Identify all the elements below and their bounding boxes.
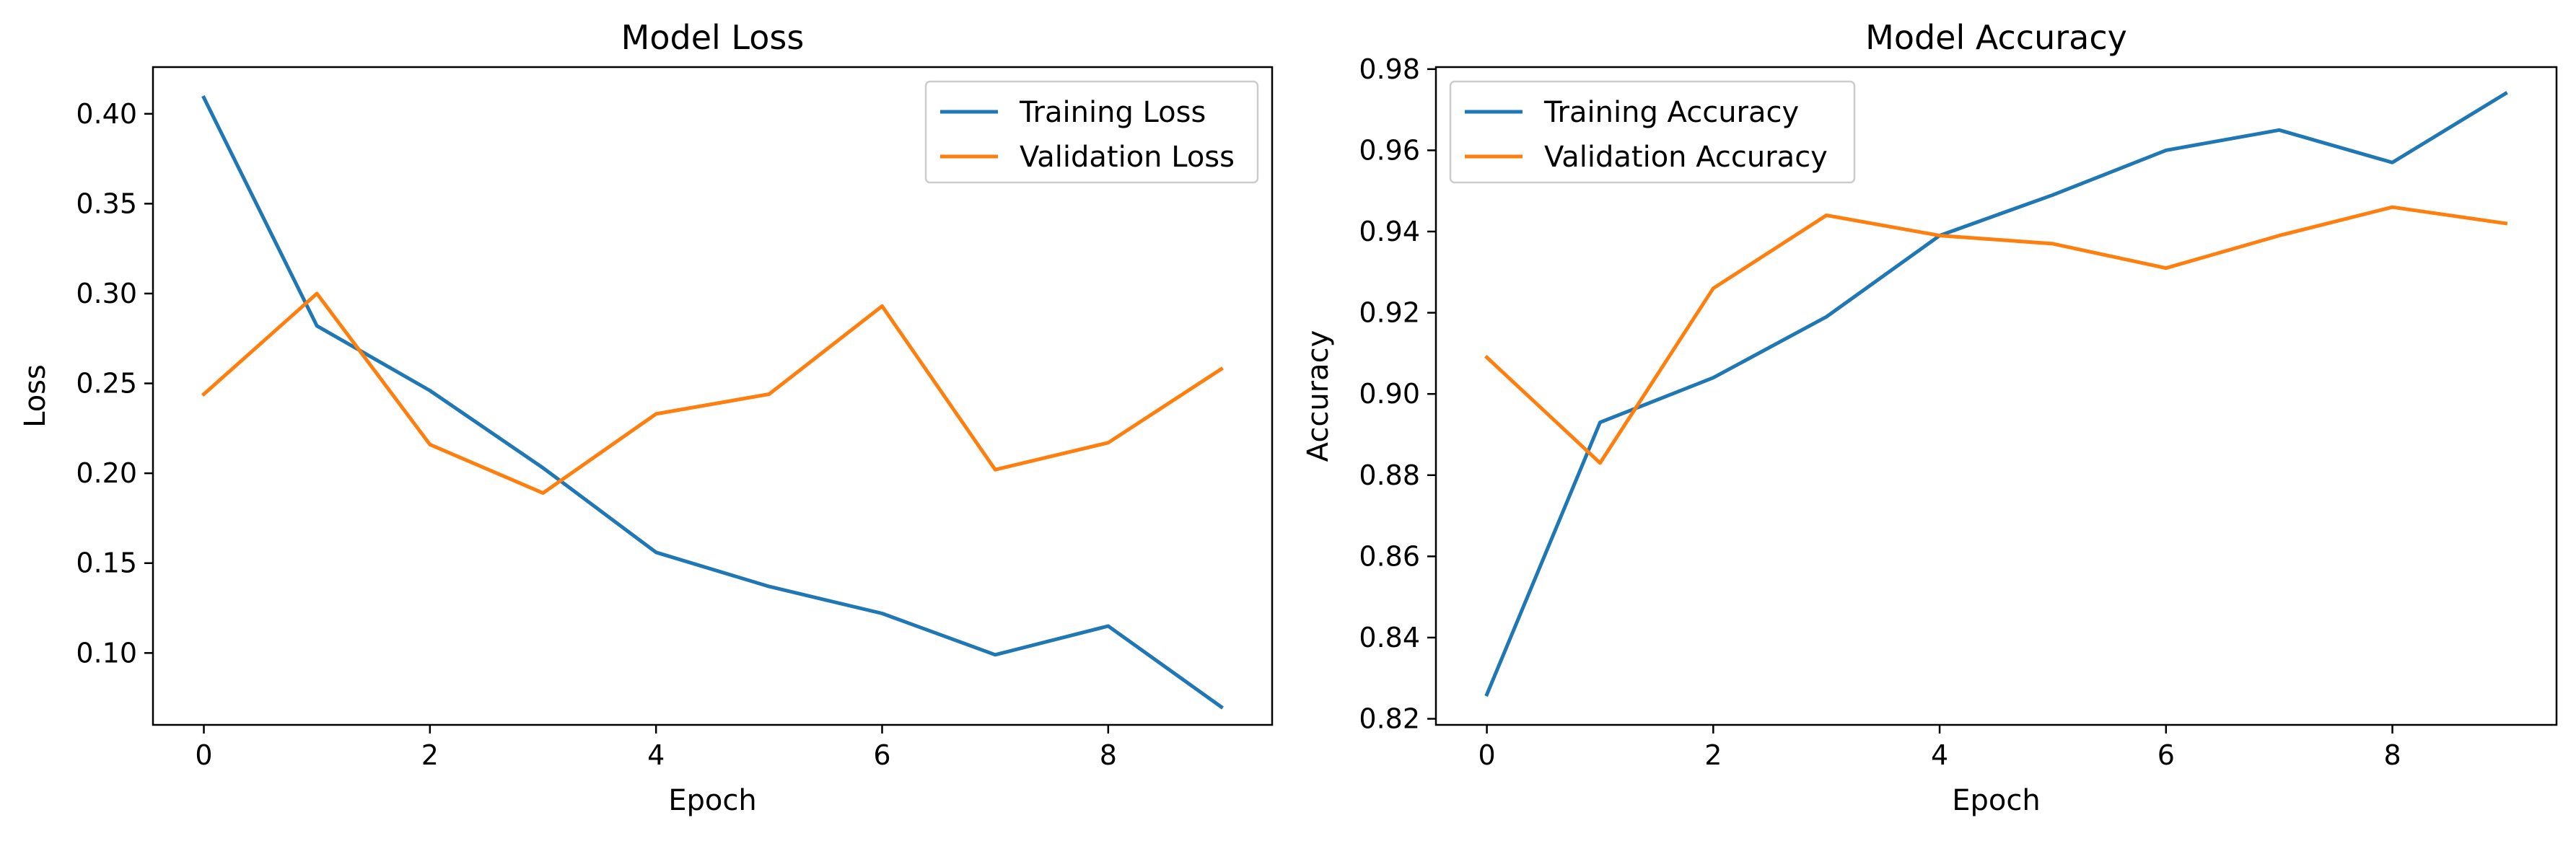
x-tick-label: 2 — [1704, 739, 1722, 771]
y-tick-label: 0.40 — [76, 98, 137, 130]
legend-label: Validation Loss — [1020, 141, 1235, 174]
legend-label: Validation Accuracy — [1544, 141, 1828, 174]
series-line-validation-loss — [201, 291, 1224, 496]
x-tick-label: 2 — [421, 739, 439, 771]
y-tick-label: 0.15 — [76, 547, 137, 579]
plot-frame — [1434, 66, 2558, 726]
chart-title: Model Loss — [621, 18, 805, 57]
y-tick-label: 0.30 — [76, 278, 137, 309]
plot-frame — [152, 66, 1274, 726]
x-tick-label: 0 — [1478, 739, 1495, 771]
loss-chart: Model Loss 0 2 4 6 8 0.10 0.15 0.20 0.25 0.30 0.35 0… — [19, 18, 1274, 817]
accuracy-chart: Model Accuracy 0 2 4 6 8 0.82 0.84 0.86 0.88 0.90 0… — [1302, 18, 2558, 817]
chart-title: Model Accuracy — [1865, 18, 2127, 57]
y-tick-label: 0.82 — [1359, 703, 1420, 735]
legend: Training Accuracy Validation Accuracy — [1449, 80, 1856, 184]
legend-label: Training Accuracy — [1543, 96, 1799, 129]
x-tick-label: 0 — [195, 739, 212, 771]
legend-label: Training Loss — [1019, 96, 1206, 129]
y-tick-label: 0.35 — [76, 188, 137, 219]
x-tick-label: 4 — [647, 739, 665, 771]
y-tick-label: 0.94 — [1359, 216, 1420, 247]
y-tick-label: 0.98 — [1359, 53, 1420, 85]
y-tick-label: 0.96 — [1359, 134, 1420, 166]
x-tick-label: 4 — [1931, 739, 1948, 771]
x-tick-label: 8 — [2383, 739, 2401, 771]
legend-box — [924, 80, 1259, 184]
y-tick-label: 0.88 — [1359, 459, 1420, 491]
y-tick-label: 0.25 — [76, 368, 137, 400]
series-line-validation-accuracy — [1484, 205, 2508, 465]
y-axis-label: Loss — [19, 364, 52, 428]
x-axis-label: Epoch — [1952, 784, 2040, 817]
x-axis-label: Epoch — [668, 784, 756, 817]
x-tick-label: 8 — [1100, 739, 1117, 771]
legend-box — [1449, 80, 1856, 184]
y-tick-label: 0.10 — [76, 637, 137, 669]
y-axis-label: Accuracy — [1302, 330, 1335, 462]
y-tick-label: 0.86 — [1359, 540, 1420, 572]
series-line-training-accuracy — [1484, 91, 2508, 697]
x-tick-label: 6 — [2157, 739, 2175, 771]
y-tick-label: 0.20 — [76, 457, 137, 489]
series-line-training-loss — [201, 95, 1224, 710]
y-tick-label: 0.90 — [1359, 378, 1420, 410]
y-tick-label: 0.92 — [1359, 297, 1420, 329]
x-tick-label: 6 — [873, 739, 890, 771]
y-tick-label: 0.84 — [1359, 622, 1420, 653]
legend: Training Loss Validation Loss — [924, 80, 1259, 184]
